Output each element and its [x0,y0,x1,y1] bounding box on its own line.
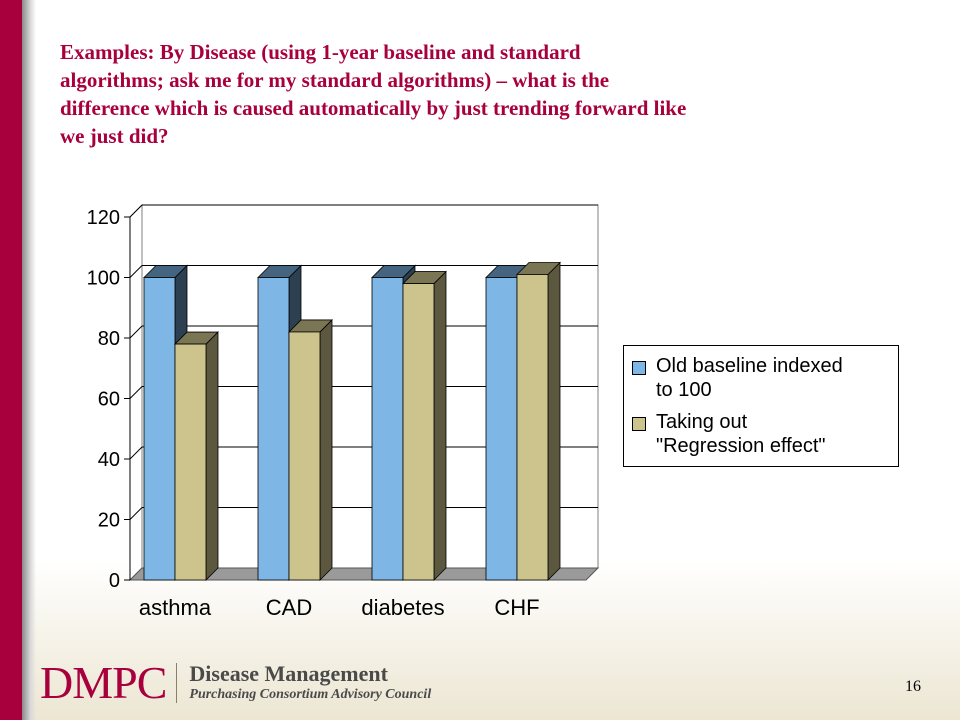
gridline-side [129,446,143,460]
gridline-side [129,265,143,278]
slide-title: Examples: By Disease (using 1-year basel… [60,40,687,148]
bar-diabetes-series-2 [402,283,435,581]
logo-text: Disease Management Purchasing Consortium… [189,662,431,704]
y-tick-label: 0 [109,570,120,592]
legend-label-series-2: Taking out "Regression effect" [656,411,826,457]
bar-CHF-series-2 [516,274,549,581]
left-accent-bar [0,0,22,720]
dmpc-logo: DMPC Disease Management Purchasing Conso… [40,658,431,708]
gridline-side [129,325,143,339]
x-category-label: diabetes [361,595,444,620]
logo-subtitle: Purchasing Consortium Advisory Council [189,687,432,702]
legend-swatch-series-2 [632,417,646,431]
y-tick-label: 80 [98,328,120,350]
logo-mark: DMPC [40,657,167,708]
chart-legend: Old baseline indexed to 100 Taking out "… [623,345,899,467]
bar-side-CHF-2 [547,261,561,581]
bar-CAD-series-1 [257,277,290,581]
bar-asthma-series-2 [174,343,207,581]
legend-item-series-1: Old baseline indexed to 100 [632,354,892,402]
y-tick-label: 60 [98,389,120,411]
legend-swatch-series-1 [632,361,646,375]
x-category-label: CAD [266,595,312,620]
bar-side-diabetes-2 [433,270,447,581]
gridline-side [129,204,143,218]
legend-item-series-2: Taking out "Regression effect" [632,410,892,458]
bar-asthma-series-1 [143,277,176,581]
bar-diabetes-series-1 [371,277,404,581]
logo-divider [176,663,178,703]
x-category-label: CHF [494,595,539,620]
bar-chart: 0 20 40 60 80 100 120 asthma CAD diabetes CHF [87,203,600,620]
page-number: 16 [905,678,921,695]
bar-CAD-series-2 [288,331,321,581]
y-tick-label: 40 [98,449,120,471]
x-category-label: asthma [139,595,212,620]
left-bar-shadow [22,0,36,720]
bar-side-CAD-2 [319,318,333,581]
gridline-side [129,386,143,399]
bar-side-asthma-2 [205,331,219,581]
y-tick-label: 100 [87,268,120,290]
bar-CHF-series-1 [485,277,518,581]
y-tick-label: 20 [98,510,120,532]
legend-label-series-1: Old baseline indexed to 100 [656,355,843,401]
gridline-side [129,507,143,520]
y-tick-label: 120 [87,207,120,229]
logo-name: Disease Management [189,661,388,686]
